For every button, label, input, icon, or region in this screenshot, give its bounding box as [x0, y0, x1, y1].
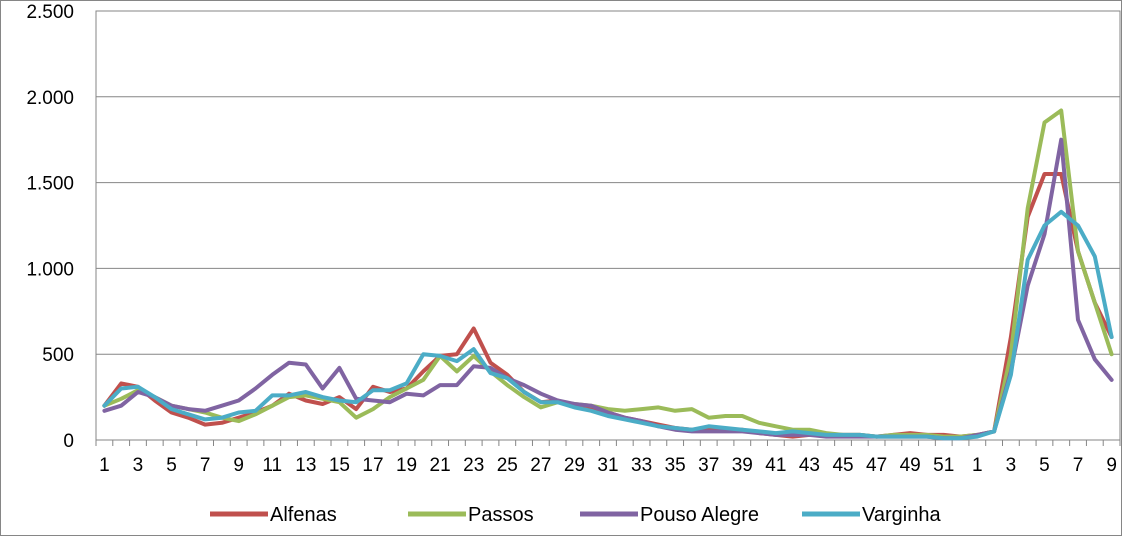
x-tick-label: 5	[1039, 455, 1050, 476]
legend-item-varginha: Varginha	[802, 504, 941, 526]
x-tick-label: 35	[665, 455, 686, 476]
x-tick-label: 3	[133, 455, 144, 476]
x-tick-label: 45	[832, 455, 853, 476]
x-tick-label: 7	[1073, 455, 1084, 476]
plot-area-border	[95, 10, 1121, 441]
x-tick-label: 51	[933, 455, 954, 476]
x-tick-label: 9	[1106, 455, 1117, 476]
x-tick-label: 1	[972, 455, 983, 476]
legend-item-pouso-alegre: Pouso Alegre	[580, 504, 759, 526]
x-tick-label: 13	[295, 455, 316, 476]
legend-item-alfenas: Alfenas	[210, 504, 337, 526]
x-tick-label: 9	[233, 455, 244, 476]
x-tick-label: 41	[765, 455, 786, 476]
x-tick-label: 3	[1006, 455, 1017, 476]
x-tick-label: 11	[262, 455, 282, 476]
x-tick-label: 19	[396, 455, 417, 476]
x-axis: 1 3 5 7 9 11 13 15 17 19 21 23 25 27 29 31 33 35 37 39 41 43 4…	[95, 440, 1121, 476]
x-tick-label: 43	[799, 455, 820, 476]
x-tick-label: 29	[564, 455, 585, 476]
legend-label: Pouso Alegre	[640, 504, 759, 526]
series-lines	[102, 108, 1114, 441]
legend-item-passos: Passos	[408, 504, 534, 526]
x-tick-label: 5	[166, 455, 177, 476]
legend-label: Varginha	[862, 504, 941, 526]
legend-label: Passos	[468, 504, 534, 526]
y-tick-label: 2.500	[26, 2, 74, 23]
series-line-varginha	[102, 209, 1114, 441]
x-tick-label: 15	[329, 455, 350, 476]
legend-label: Alfenas	[270, 504, 337, 526]
x-tick-label: 1	[99, 455, 110, 476]
x-tick-label: 37	[698, 455, 719, 476]
y-tick-label: 0	[63, 431, 74, 452]
x-tick-label: 33	[631, 455, 652, 476]
x-tick-label: 21	[430, 455, 451, 476]
x-tick-label: 23	[463, 455, 484, 476]
y-tick-label: 500	[42, 345, 74, 366]
x-tick-label: 17	[362, 455, 383, 476]
x-tick-label: 49	[900, 455, 921, 476]
y-tick-label: 1.000	[26, 259, 74, 280]
x-tick-label: 31	[597, 455, 618, 476]
x-tick-label: 47	[866, 455, 887, 476]
y-tick-label: 2.000	[26, 88, 74, 109]
y-axis-tick-labels: 0 500 1.000 1.500 2.000 2.500	[26, 2, 74, 452]
x-tick-label: 27	[530, 455, 551, 476]
y-tick-label: 1.500	[26, 174, 74, 195]
x-tick-label: 39	[732, 455, 753, 476]
legend: Alfenas Passos Pouso Alegre Varginha	[210, 504, 941, 526]
x-tick-label: 25	[497, 455, 518, 476]
x-tick-label: 7	[200, 455, 211, 476]
